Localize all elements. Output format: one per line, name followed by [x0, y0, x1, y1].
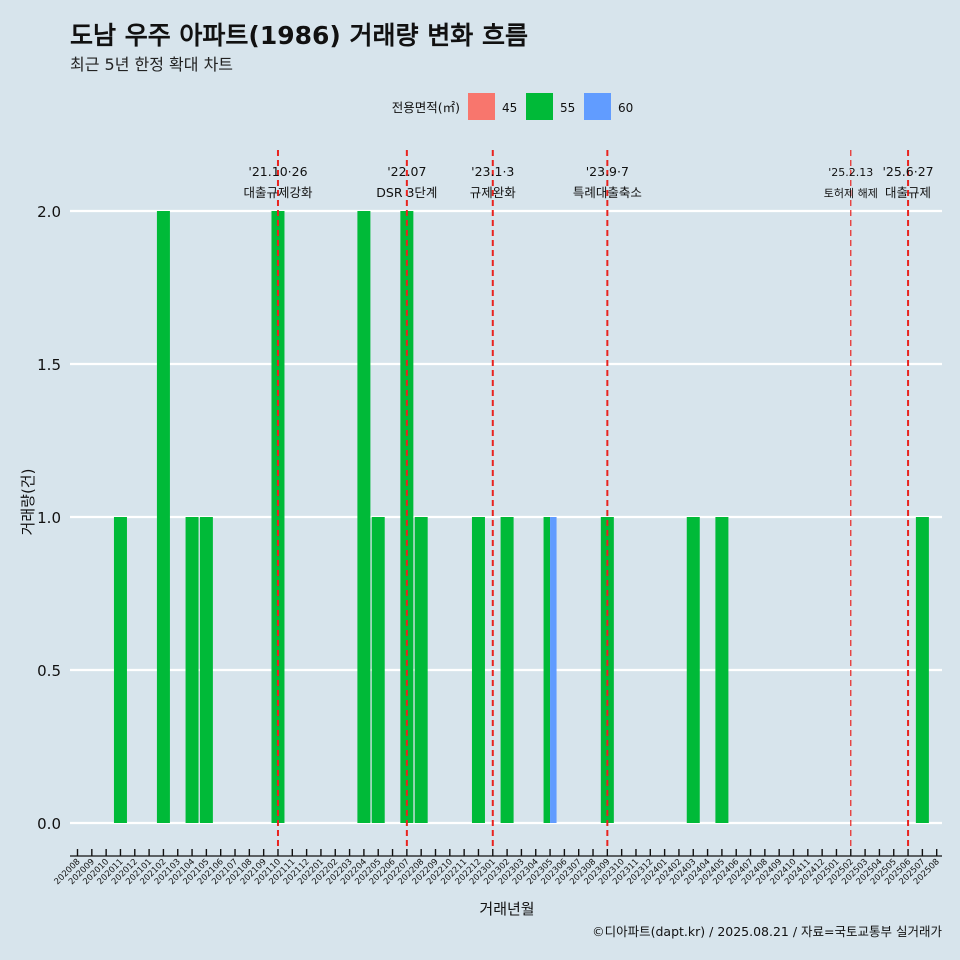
bar-55-202207 [400, 211, 414, 823]
y-tick-label: 1.5 [37, 356, 61, 374]
event-label: 대출규제강화 [243, 185, 313, 200]
y-tick-label: 0.0 [37, 815, 61, 833]
bar-55-202405 [715, 517, 729, 823]
bar-55-202104 [185, 517, 199, 823]
event-date: '23.9·7 [586, 164, 629, 179]
event-date: '22.07 [387, 164, 426, 179]
x-axis-label: 거래년월 [479, 900, 534, 918]
legend-title: 전용면적(㎡) [392, 100, 460, 115]
bar-55-202403 [686, 517, 700, 823]
bar-55-202208 [414, 517, 428, 823]
bar-55-202205 [371, 517, 385, 823]
bar-55-202110 [271, 211, 285, 823]
bar-55-202011 [113, 517, 127, 823]
bar-55-202212 [471, 517, 485, 823]
event-date: '25.6·27 [882, 164, 933, 179]
y-axis-label: 거래량(건) [19, 469, 37, 536]
bars [113, 211, 929, 823]
bar-55-202204 [357, 211, 371, 823]
y-axis: 0.0 0.5 1.0 1.5 2.0 [37, 203, 61, 833]
event-label: 토허제 해제 [824, 186, 878, 200]
legend-swatch [584, 93, 611, 120]
event-date: '23.1·3 [471, 164, 514, 179]
legend-swatch [526, 93, 553, 120]
bar-55-202302 [500, 517, 514, 823]
chart-subtitle: 최근 5년 한정 확대 차트 [70, 55, 233, 74]
event-label: 규제완화 [470, 185, 517, 200]
legend-swatch [468, 93, 495, 120]
bar-55-202305 [543, 517, 551, 823]
legend-label: 45 [502, 101, 517, 115]
event-date: '25.2.13 [828, 166, 873, 179]
event-lines: '21.10·26 대출규제강화 '22.07 DSR 3단계 '23.1·3 규제완화 '… [243, 150, 934, 848]
event-date: '21.10·26 [248, 164, 307, 179]
event-label: DSR 3단계 [376, 185, 437, 200]
legend: 전용면적(㎡) 45 55 60 [392, 93, 633, 120]
caption: ©디아파트(dapt.kr) / 2025.08.21 / 자료=국토교통부 실… [592, 924, 942, 939]
y-tick-label: 1.0 [37, 509, 61, 527]
event-label: 특례대출축소 [573, 185, 642, 200]
legend-label: 60 [618, 101, 633, 115]
y-tick-label: 0.5 [37, 662, 61, 680]
y-tick-label: 2.0 [37, 203, 61, 221]
event-label: 대출규제 [885, 185, 931, 200]
bar-55-202102 [156, 211, 170, 823]
x-axis: 2020082020092020102020112020122021012021… [53, 849, 942, 887]
bar-60-202305 [550, 517, 557, 823]
bar-55-202507 [915, 517, 929, 823]
legend-label: 55 [560, 101, 575, 115]
bar-55-202105 [199, 517, 213, 823]
chart-title: 도남 우주 아파트(1986) 거래량 변화 흐름 [70, 21, 528, 50]
